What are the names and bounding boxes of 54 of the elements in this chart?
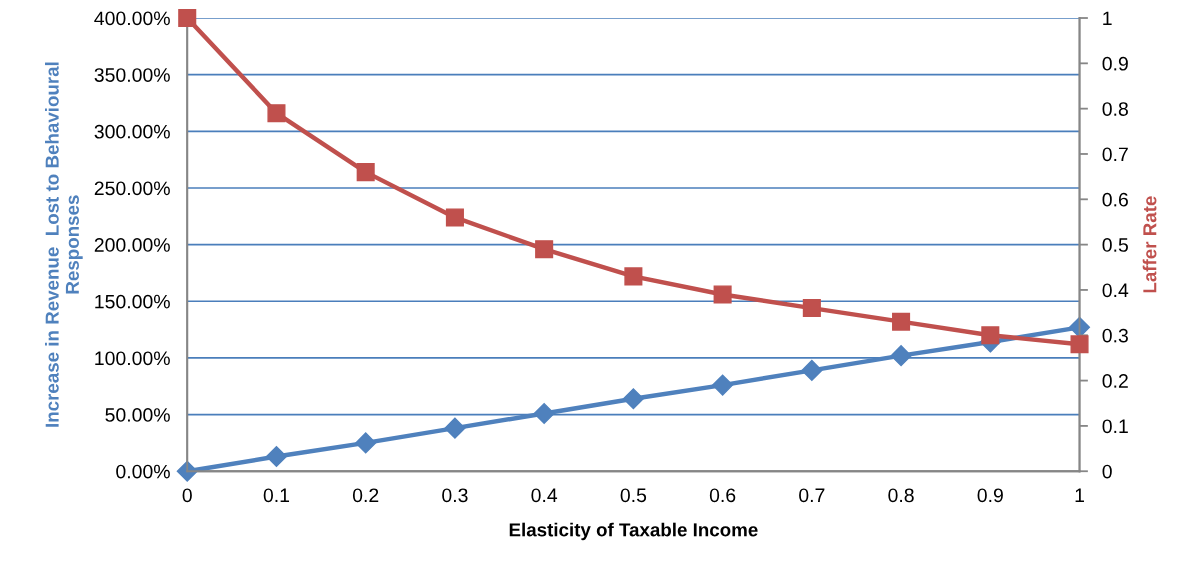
- y-tick-label: 50.00%: [105, 408, 170, 422]
- point: [355, 432, 377, 454]
- point: [533, 402, 555, 424]
- x-tick-label: 0.1: [263, 488, 290, 503]
- point: [356, 163, 375, 182]
- y-tick-label: 0.00%: [116, 464, 170, 479]
- x-tick-label: 0.7: [799, 488, 825, 503]
- point: [713, 285, 732, 304]
- y2-tick-label: 0.1: [1102, 419, 1128, 434]
- x-tick-label: 1: [1075, 488, 1084, 502]
- y-tick-label: 200.00%: [94, 238, 170, 252]
- x-tick-label: 0.3: [442, 488, 468, 503]
- y2-tick-label: 0.8: [1102, 102, 1128, 116]
- y2-tick-label: 0.3: [1102, 328, 1128, 343]
- y-tick-label: 250.00%: [94, 181, 170, 196]
- x-tick-label: 0.4: [531, 488, 558, 503]
- point: [892, 312, 911, 331]
- y-axis-title: Increase in Revenue Lost to Behavioural Responses: [45, 62, 83, 427]
- point: [445, 208, 464, 227]
- y2-axis-title: Laffer Rate: [1142, 196, 1157, 293]
- point: [267, 104, 286, 123]
- y2-tick-label: 0.2: [1102, 374, 1128, 388]
- point: [624, 267, 643, 286]
- y2-tick-label: 0.5: [1102, 238, 1128, 252]
- x-tick-label: 0.8: [888, 488, 914, 503]
- y2-tick-label: 1: [1103, 11, 1112, 26]
- point: [801, 359, 823, 381]
- y2-tick-label: 0.9: [1102, 56, 1128, 71]
- x-tick-label: 0.5: [620, 488, 647, 503]
- y-tick-label: 400.00%: [94, 11, 170, 26]
- y-tick-label: 350.00%: [94, 68, 170, 82]
- point: [1070, 335, 1089, 354]
- y-tick-label: 150.00%: [95, 294, 170, 309]
- point: [265, 445, 287, 468]
- x-tick-label: 0.6: [709, 488, 736, 503]
- point: [622, 388, 644, 410]
- point: [981, 326, 1000, 345]
- y2-tick-label: 0: [1102, 464, 1112, 479]
- point: [712, 374, 734, 396]
- point: [178, 8, 197, 28]
- x-tick-label: 0.9: [977, 488, 1003, 503]
- point: [535, 240, 554, 259]
- y2-tick-label: 0.4: [1102, 283, 1129, 298]
- point: [890, 345, 912, 367]
- point: [444, 417, 466, 439]
- y-tick-label: 100.00%: [95, 351, 170, 366]
- x-tick-label: 0.2: [352, 488, 379, 503]
- y2-tick-label: 0.6: [1102, 192, 1128, 207]
- point: [802, 299, 821, 318]
- y-tick-label: 300.00%: [94, 124, 170, 139]
- y2-tick-label: 0.7: [1102, 147, 1128, 162]
- x-tick-label: 0: [182, 488, 192, 503]
- point: [1069, 316, 1091, 338]
- x-axis-title: Elasticity of Taxable Income: [509, 522, 758, 541]
